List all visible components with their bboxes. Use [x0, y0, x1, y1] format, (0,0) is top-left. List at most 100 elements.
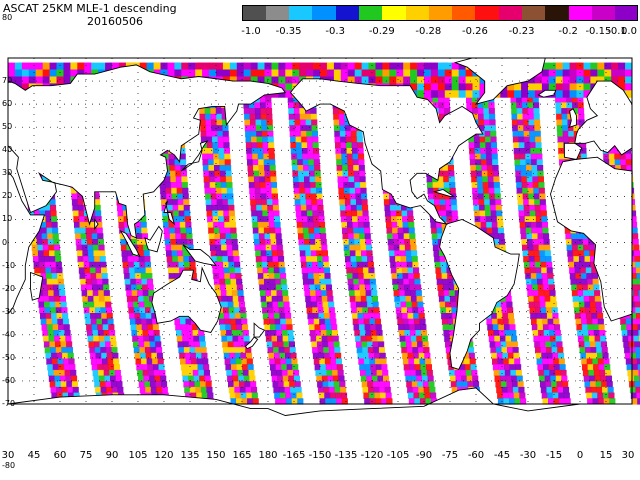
swath-cell	[532, 330, 539, 337]
swath-cell	[185, 358, 192, 365]
swath-cell	[260, 250, 267, 257]
polar-cell	[320, 62, 328, 70]
swath-cell	[561, 108, 568, 115]
swath-cell	[516, 96, 523, 104]
swath-cell	[537, 324, 544, 331]
swath-cell	[527, 108, 534, 115]
swath-cell	[563, 392, 570, 399]
swath-cell	[265, 335, 272, 342]
swath-cell	[496, 386, 503, 394]
swath-cell	[46, 273, 53, 280]
polar-cell	[21, 83, 30, 91]
polar-cell	[583, 62, 591, 70]
swath-cell	[238, 375, 245, 382]
swath-cell	[373, 307, 380, 314]
latitude-label: 40	[2, 145, 13, 155]
swath-cell	[443, 176, 450, 183]
swath-cell	[179, 221, 186, 229]
swath-cell	[559, 398, 566, 405]
swath-cell	[208, 170, 215, 177]
polar-cell	[417, 90, 425, 98]
swath-cell	[524, 148, 531, 155]
swath-cell	[564, 398, 571, 405]
swath-cell	[65, 335, 72, 342]
swath-cell	[221, 113, 228, 121]
colorbar-swatch	[521, 5, 546, 21]
swath-cell	[526, 165, 533, 172]
swath-cell	[541, 216, 548, 223]
swath-cell	[426, 96, 433, 104]
polar-cell	[63, 69, 71, 77]
swath-cell	[46, 227, 53, 234]
polar-cell	[472, 76, 480, 84]
swath-cell	[622, 335, 629, 342]
swath-cell	[316, 250, 323, 257]
swath-cell	[177, 199, 184, 206]
swath-cell	[520, 398, 527, 405]
swath-cell	[577, 102, 584, 109]
swath-cell	[638, 369, 640, 377]
swath-cell	[359, 330, 366, 337]
polar-cell	[195, 62, 203, 70]
swath-cell	[48, 369, 55, 377]
swath-cell	[211, 256, 218, 263]
swath-cell	[183, 256, 190, 263]
swath-cell	[526, 233, 533, 240]
swath-cell	[273, 261, 280, 269]
swath-cell	[511, 341, 518, 348]
swath-cell	[374, 392, 381, 399]
swath-cell	[292, 364, 299, 371]
swath-cell	[230, 398, 237, 405]
swath-cell	[543, 330, 550, 337]
swath-cell	[580, 148, 587, 155]
swath-cell	[43, 295, 50, 303]
swath-cell	[55, 347, 62, 354]
swath-cell	[197, 364, 204, 371]
swath-cell	[295, 386, 302, 394]
swath-cell	[528, 125, 535, 132]
swath-cell	[341, 392, 348, 399]
swath-cell	[160, 375, 167, 382]
latitude-label: -60	[2, 375, 16, 385]
swath-cell	[201, 392, 208, 399]
swath-cell	[259, 284, 266, 291]
swath-cell	[61, 307, 68, 314]
swath-cell	[633, 250, 640, 257]
swath-cell	[88, 256, 95, 263]
swath-cell	[77, 199, 84, 206]
swath-cell	[394, 250, 401, 257]
swath-cell	[533, 193, 540, 200]
swath-cell	[569, 267, 576, 274]
swath-cell	[449, 182, 456, 189]
swath-cell	[350, 204, 357, 212]
swath-cell	[288, 102, 295, 109]
swath-cell	[306, 130, 313, 138]
polar-cell	[417, 69, 425, 77]
swath-cell	[149, 381, 156, 388]
swath-cell	[309, 284, 316, 291]
swath-cell	[387, 239, 394, 246]
swath-cell	[329, 386, 336, 394]
swath-cell	[473, 136, 480, 143]
swath-cell	[232, 335, 239, 342]
swath-cell	[316, 199, 323, 206]
swath-cell	[524, 267, 531, 274]
swath-cell	[254, 187, 261, 195]
polar-cell	[625, 69, 633, 77]
swath-cell	[265, 239, 272, 246]
swath-cell	[227, 375, 234, 382]
swath-cell	[87, 335, 94, 342]
swath-cell	[220, 284, 227, 291]
swath-cell	[340, 148, 347, 155]
swath-cell	[630, 216, 637, 223]
colorbar-tick-label: -0.3	[325, 26, 345, 37]
swath-cell	[270, 170, 277, 177]
swath-cell	[450, 375, 457, 382]
swath-cell	[358, 227, 365, 234]
swath-cell	[299, 244, 306, 251]
swath-cell	[143, 250, 150, 257]
swath-cell	[547, 318, 554, 325]
swath-cell	[360, 290, 367, 297]
polar-cell	[597, 62, 605, 70]
swath-cell	[531, 170, 538, 177]
